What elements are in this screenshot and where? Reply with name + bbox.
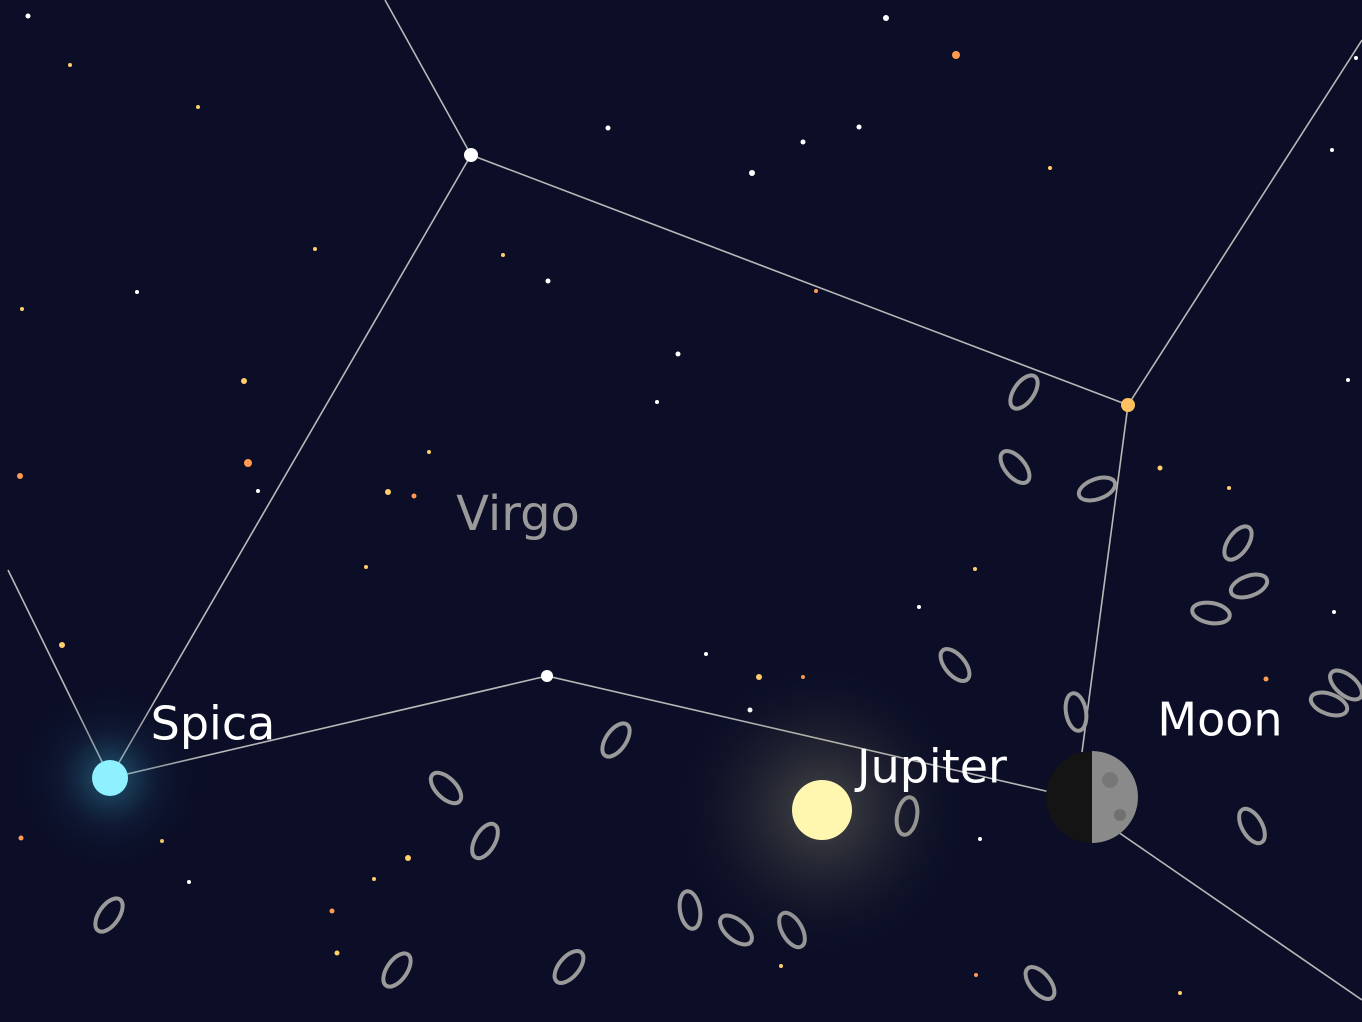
line [1081,404,1129,753]
star [313,247,317,251]
star [20,307,24,311]
star [187,880,191,884]
galaxy [428,770,464,806]
star [883,15,889,21]
moon-crater [1114,809,1126,821]
star-bright [541,670,553,682]
star [17,473,23,479]
galaxy-markers [93,373,1362,1001]
star [329,908,335,914]
galaxy [1237,806,1267,846]
star [244,459,252,467]
star [25,13,31,19]
galaxy [1063,691,1089,733]
star [405,855,411,861]
star [1178,991,1182,995]
star [974,973,978,977]
galaxy [1008,373,1040,411]
constellation-label: Virgo [456,486,580,542]
star [978,837,982,841]
star [917,605,921,609]
star [364,565,368,569]
star [1332,610,1336,614]
galaxy [938,647,972,683]
star [973,567,977,571]
star [1354,56,1358,60]
star [779,964,783,968]
galaxy [677,889,703,931]
galaxy [381,951,413,989]
galaxy [1228,572,1270,600]
star [1157,465,1163,471]
galaxy [1328,668,1362,702]
star [59,642,65,648]
line [1117,831,1362,1001]
star [501,253,505,257]
star [385,489,391,495]
star [545,278,551,284]
object-label: Jupiter [854,740,1007,794]
star [1263,676,1269,682]
galaxy [998,449,1032,485]
galaxy [1222,524,1254,562]
spica [92,760,128,796]
star [427,450,431,454]
star [256,489,260,493]
line [384,0,1362,406]
star [655,400,659,404]
galaxy [1190,600,1232,626]
star [1227,486,1231,490]
star [196,105,200,109]
star [241,378,247,384]
object-label: Spica [151,697,276,751]
star [411,493,417,499]
star [68,63,72,67]
star [675,351,681,357]
star [856,124,862,130]
star [135,290,139,294]
object-label: Moon [1157,693,1282,747]
star-bright [464,148,478,162]
star [1048,166,1052,170]
star-bright [1121,398,1135,412]
galaxy [1308,690,1350,718]
star [749,170,755,176]
galaxy [1076,475,1118,503]
moon-crater [1102,772,1118,788]
star [1346,378,1350,382]
galaxy [552,949,586,985]
star [952,51,960,59]
star [704,652,708,656]
galaxy [600,721,632,759]
galaxy [470,821,500,861]
star [18,835,24,841]
jupiter [792,780,852,840]
galaxy [93,896,125,934]
star [334,950,340,956]
star [1330,148,1334,152]
galaxy [1023,965,1057,1001]
star [814,289,818,293]
star [372,877,376,881]
star [605,125,611,131]
star [800,139,806,145]
